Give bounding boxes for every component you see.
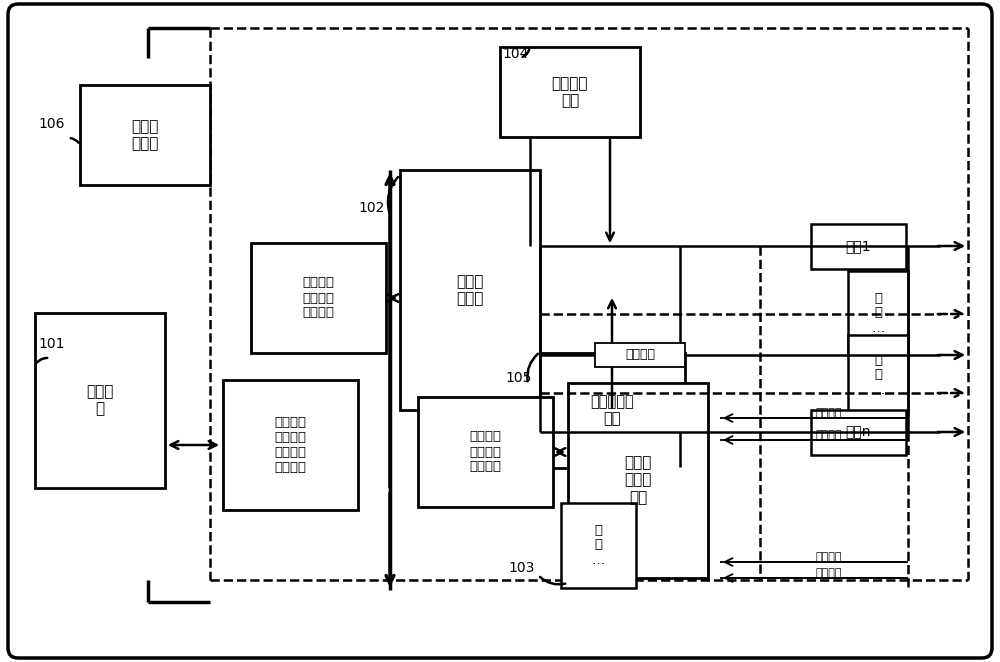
FancyBboxPatch shape [8, 4, 992, 658]
Text: 104: 104 [502, 47, 528, 61]
Bar [250, 243, 386, 353]
Bar [35, 312, 165, 487]
Text: 信
号
…: 信 号 … [871, 291, 885, 334]
Bar [540, 352, 684, 467]
Text: 减震集
成装置: 减震集 成装置 [131, 118, 159, 151]
Text: 信
号
…: 信 号 … [591, 524, 605, 567]
Text: 多普勒频偏
模块: 多普勒频偏 模块 [590, 394, 634, 426]
Bar [500, 47, 640, 137]
Text: 信号发
生模块: 信号发 生模块 [456, 274, 484, 307]
Text: 总控终
端: 总控终 端 [86, 384, 114, 416]
Bar [595, 343, 685, 367]
Bar [810, 410, 906, 455]
Bar [848, 335, 908, 415]
Text: 105: 105 [505, 371, 531, 385]
Text: 噪声发生
模块: 噪声发生 模块 [552, 76, 588, 108]
Bar [418, 397, 552, 507]
Text: 103: 103 [508, 561, 534, 575]
Text: 数据交互
接收指令
上报状态: 数据交互 接收指令 上报状态 [469, 430, 501, 473]
Text: 耦合信号: 耦合信号 [815, 552, 842, 562]
Text: 耦合信号: 耦合信号 [815, 568, 842, 578]
Text: 耦合信号: 耦合信号 [815, 430, 842, 440]
Text: 数据交互
接收指令
上报状态: 数据交互 接收指令 上报状态 [302, 277, 334, 320]
Bar [810, 224, 906, 269]
Text: 实时监
测反馈
模块: 实时监 测反馈 模块 [624, 455, 652, 505]
Text: 106: 106 [38, 117, 64, 131]
Bar [848, 271, 908, 355]
Bar [222, 380, 358, 510]
Bar [80, 85, 210, 185]
Text: 信
号
…: 信 号 … [871, 354, 885, 397]
Text: 基准信号: 基准信号 [625, 348, 655, 361]
Bar [400, 170, 540, 410]
Text: 信号1: 信号1 [845, 239, 871, 253]
Text: 数据交互
发送指令
收集状态
分析反馈: 数据交互 发送指令 收集状态 分析反馈 [274, 416, 306, 474]
Text: 101: 101 [38, 337, 64, 351]
Text: 耦合信号: 耦合信号 [815, 408, 842, 418]
Text: 信号n: 信号n [845, 425, 871, 439]
Bar [568, 383, 708, 577]
Bar [560, 502, 636, 587]
Text: 102: 102 [358, 201, 384, 215]
